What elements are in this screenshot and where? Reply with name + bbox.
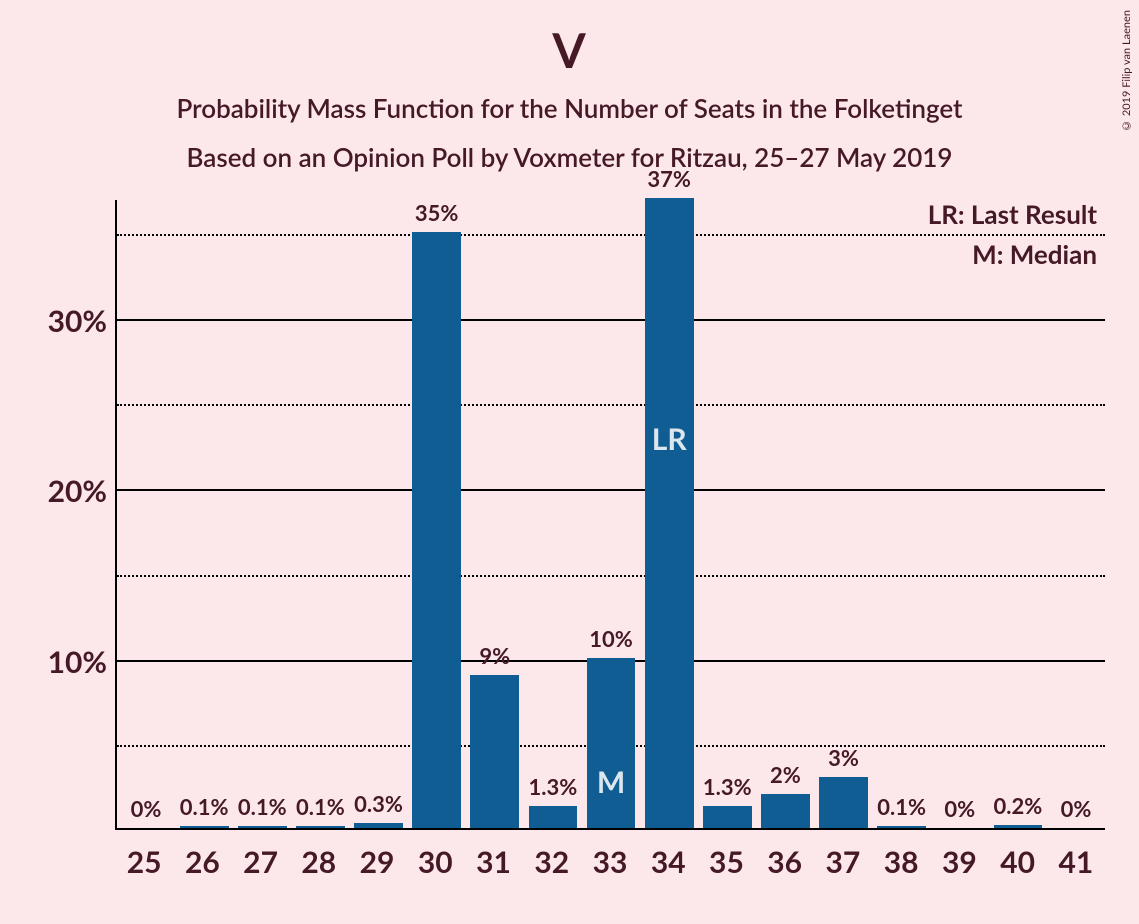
bar-value-label: 35%: [415, 199, 459, 226]
bar-slot: 37%LR: [640, 200, 698, 828]
chart-title: V: [0, 22, 1139, 79]
bar: [994, 825, 1043, 828]
x-tick-label: 34: [639, 844, 697, 880]
copyright-text: © 2019 Filip van Laenen: [1120, 10, 1133, 132]
bar-slot: 0.1%: [233, 200, 291, 828]
bar-value-label: 0%: [944, 795, 975, 822]
bar-slot: 0.2%: [989, 200, 1047, 828]
bar-value-label: 3%: [828, 744, 859, 771]
bar-slot: 1.3%: [698, 200, 756, 828]
bar-value-label: 9%: [479, 642, 510, 669]
bar-value-label: 0.2%: [994, 792, 1043, 819]
bar-slot: 9%: [466, 200, 524, 828]
x-tick-label: 29: [348, 844, 406, 880]
x-tick-label: 31: [464, 844, 522, 880]
y-tick-label: 20%: [48, 473, 107, 509]
bar-value-label: 0.1%: [296, 793, 345, 820]
plot: 10%20%30% 0%0.1%0.1%0.1%0.3%35%9%1.3%10%…: [115, 200, 1105, 830]
bar-lr-label: LR: [652, 421, 687, 457]
bar: [238, 826, 287, 828]
x-tick-label: 38: [872, 844, 930, 880]
bar-slot: 0%: [117, 200, 175, 828]
chart-subtitle-2: Based on an Opinion Poll by Voxmeter for…: [0, 138, 1139, 177]
x-tick-label: 30: [406, 844, 464, 880]
bar-value-label: 0%: [1061, 795, 1092, 822]
bar-slot: 0.3%: [350, 200, 408, 828]
title-block: V Probability Mass Function for the Numb…: [0, 0, 1139, 177]
x-tick-label: 25: [115, 844, 173, 880]
bar: [529, 806, 578, 828]
bar-value-label: 1.3%: [703, 773, 752, 800]
x-axis-labels: 2526272829303132333435363738394041: [115, 844, 1105, 880]
bar-slot: 0.1%: [175, 200, 233, 828]
x-tick-label: 36: [756, 844, 814, 880]
bar-value-label: 0.1%: [180, 793, 229, 820]
bar: [296, 826, 345, 828]
bar-slot: 0.1%: [291, 200, 349, 828]
bar-slot: 0.1%: [873, 200, 931, 828]
bars-container: 0%0.1%0.1%0.1%0.3%35%9%1.3%10%M37%LR1.3%…: [117, 200, 1105, 828]
y-tick-label: 10%: [48, 644, 107, 680]
bar: [819, 777, 868, 828]
bar-value-label: 0.3%: [354, 790, 403, 817]
x-tick-label: 37: [814, 844, 872, 880]
bar: [645, 198, 694, 828]
bar: [761, 794, 810, 828]
x-tick-label: 33: [581, 844, 639, 880]
bar: [354, 823, 403, 828]
bar-median-label: M: [597, 764, 625, 800]
x-tick-label: 40: [989, 844, 1047, 880]
x-tick-label: 28: [290, 844, 348, 880]
x-tick-label: 32: [523, 844, 581, 880]
bar: [180, 826, 229, 828]
x-tick-label: 39: [930, 844, 988, 880]
bar-value-label: 2%: [770, 761, 801, 788]
bar-value-label: 37%: [647, 165, 691, 192]
bar-slot: 0%: [1047, 200, 1105, 828]
bar: [703, 806, 752, 828]
bar-value-label: 10%: [589, 625, 633, 652]
bar-value-label: 1.3%: [529, 773, 578, 800]
x-tick-label: 35: [697, 844, 755, 880]
chart-subtitle-1: Probability Mass Function for the Number…: [0, 89, 1139, 128]
bar: [412, 232, 461, 828]
bar-slot: 2%: [756, 200, 814, 828]
chart-area: LR: Last Result M: Median 10%20%30% 0%0.…: [115, 200, 1105, 830]
x-tick-label: 41: [1047, 844, 1105, 880]
bar-value-label: 0%: [131, 795, 162, 822]
bar-slot: 3%: [815, 200, 873, 828]
bar-slot: 10% M: [582, 200, 640, 828]
bar-slot: 35%: [408, 200, 466, 828]
bar-slot: 1.3%: [524, 200, 582, 828]
bar: [877, 826, 926, 828]
bar: [470, 675, 519, 828]
bar-value-label: 0.1%: [877, 793, 926, 820]
x-tick-label: 27: [231, 844, 289, 880]
bar-value-label: 0.1%: [238, 793, 287, 820]
bar-slot: 0%: [931, 200, 989, 828]
bar: [587, 658, 636, 828]
y-tick-label: 30%: [48, 303, 107, 339]
x-tick-label: 26: [173, 844, 231, 880]
